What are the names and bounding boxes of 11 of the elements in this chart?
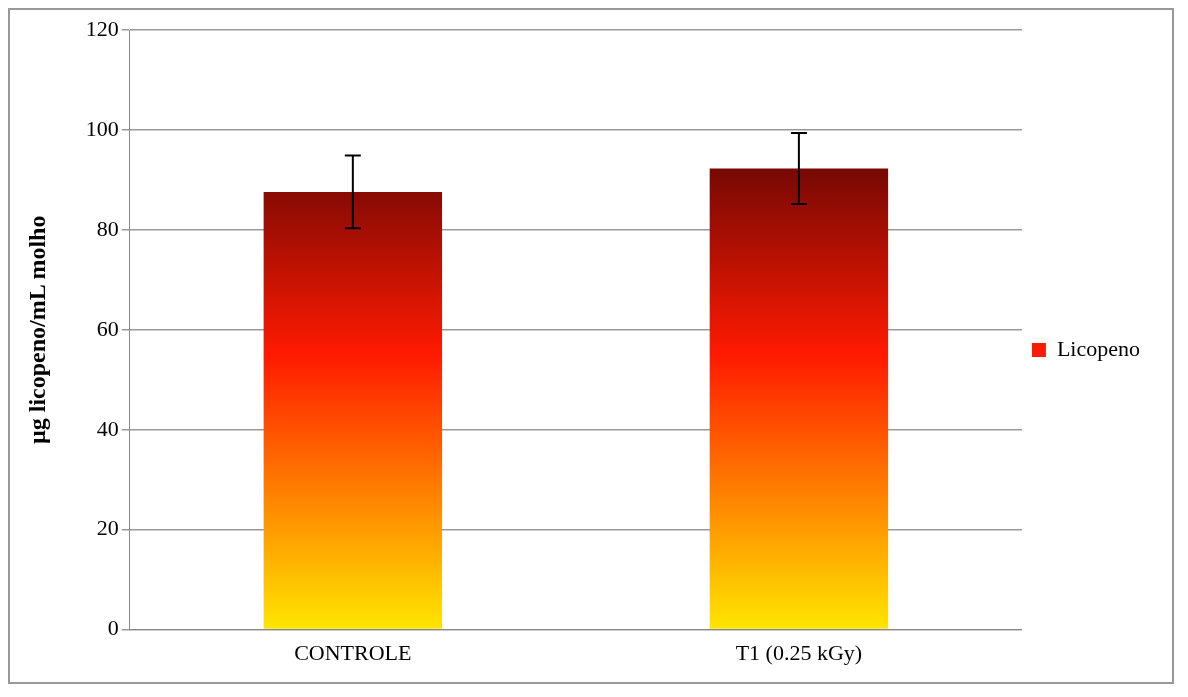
y-tick-label: 100 (85, 115, 119, 141)
x-tick-label: CONTROLE (294, 639, 412, 665)
y-tick-label: 60 (96, 315, 119, 341)
x-tick-label: T1 (0.25 kGy) (735, 639, 863, 665)
y-axis-title: µg licopeno/mL molho (23, 215, 50, 445)
y-tick-label: 40 (96, 415, 119, 441)
y-tick-label: 80 (96, 215, 119, 241)
y-tick-label: 0 (107, 615, 119, 641)
legend-label: Licopeno (1056, 335, 1141, 361)
y-tick-label: 120 (85, 15, 119, 41)
y-tick-label: 20 (96, 515, 119, 541)
